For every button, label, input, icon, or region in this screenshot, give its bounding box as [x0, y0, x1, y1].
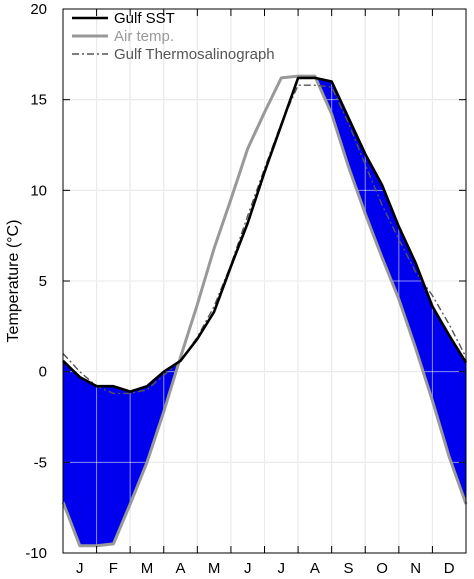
legend-label: Air temp. — [114, 28, 174, 45]
series-line-gulf-sst — [62, 76, 468, 393]
y-tick-label: 5 — [39, 273, 47, 290]
x-tick-label: A — [176, 560, 186, 577]
y-axis-label: Temperature (°C) — [5, 220, 22, 343]
x-tick-label: O — [376, 560, 388, 577]
grid-over-fill — [63, 9, 466, 553]
axis-ticks — [63, 8, 466, 554]
legend-label: Gulf SST — [114, 10, 175, 27]
y-tick-label: 10 — [30, 182, 47, 199]
x-tick-label: M — [141, 560, 154, 577]
y-tick-labels: -10 -5 0 5 10 15 20 — [25, 1, 47, 562]
x-tick-label: J — [244, 560, 252, 577]
x-tick-label: J — [278, 560, 286, 577]
warm-anomaly-fill — [63, 360, 180, 546]
x-tick-label: A — [310, 560, 320, 577]
series-line-air-temp- — [61, 74, 468, 548]
y-tick-label: 0 — [39, 364, 47, 381]
y-tick-label: -5 — [34, 454, 47, 471]
y-tick-label: 20 — [30, 1, 47, 18]
x-tick-label: M — [208, 560, 221, 577]
x-tick-label: J — [76, 560, 84, 577]
y-tick-label: 15 — [30, 92, 47, 109]
x-tick-label: D — [444, 560, 455, 577]
x-tick-label: S — [343, 560, 353, 577]
x-tick-label: N — [410, 560, 421, 577]
series-lines — [61, 74, 468, 548]
legend-label: Gulf Thermosalinograph — [114, 46, 275, 63]
y-tick-label: -10 — [25, 545, 47, 562]
x-tick-label: F — [109, 560, 118, 577]
